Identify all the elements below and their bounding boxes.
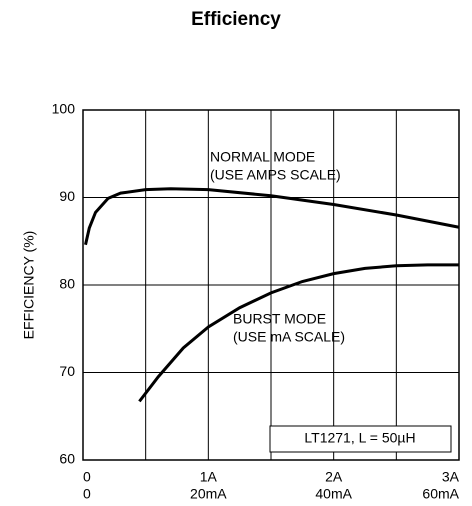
- y-tick-label: 100: [52, 101, 76, 117]
- annotation: LT1271, L = 50µH: [304, 430, 415, 446]
- x2-tick-label: 40mA: [315, 486, 352, 502]
- annotation: NORMAL MODE: [210, 149, 315, 165]
- x-tick-label: 1A: [200, 469, 218, 485]
- x-tick-label: 0: [83, 469, 91, 485]
- y-tick-label: 60: [59, 451, 75, 467]
- plot-frame: [82, 109, 460, 461]
- data-line: [138, 263, 459, 403]
- annotation-box: [269, 425, 452, 453]
- x2-tick-label: 60mA: [422, 486, 459, 502]
- annotation: BURST MODE: [233, 311, 326, 327]
- data-line: [84, 187, 460, 246]
- annotation: (USE AMPS SCALE): [210, 167, 341, 183]
- chart-title: Efficiency: [191, 9, 281, 30]
- annotation: (USE mA SCALE): [233, 329, 345, 345]
- x-tick-label: 3A: [442, 469, 460, 485]
- x2-tick-label: 20mA: [190, 486, 227, 502]
- y-tick-label: 70: [59, 363, 75, 379]
- x-tick-label: 2A: [325, 469, 343, 485]
- y-tick-label: 80: [59, 276, 75, 292]
- x2-tick-label: 0: [83, 486, 91, 502]
- y-axis-label: EFFICIENCY (%): [21, 231, 37, 340]
- y-tick-label: 90: [59, 188, 75, 204]
